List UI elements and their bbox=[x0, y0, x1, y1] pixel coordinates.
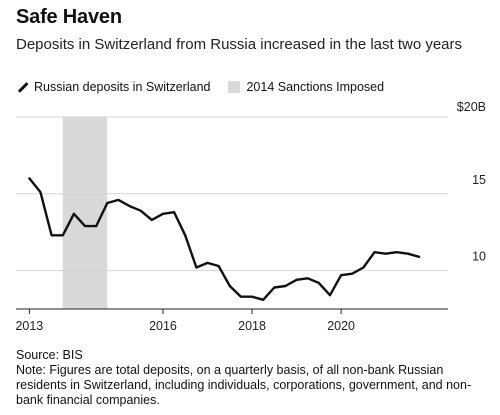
y-tick-label: $20B bbox=[457, 100, 486, 114]
chart-footer: Source: BIS Note: Figures are total depo… bbox=[16, 348, 486, 408]
chart-subtitle: Deposits in Switzerland from Russia incr… bbox=[16, 36, 463, 53]
source-note: Source: BIS bbox=[16, 348, 83, 362]
footnote: Note: Figures are total deposits, on a q… bbox=[16, 363, 472, 407]
y-tick-label: 15 bbox=[472, 173, 486, 187]
x-tick-label: 2018 bbox=[238, 319, 266, 333]
chart-title: Safe Haven bbox=[16, 6, 122, 28]
legend-band-swatch bbox=[228, 81, 241, 93]
x-tick-label: 2020 bbox=[327, 319, 355, 333]
legend-line-label: Russian deposits in Switzerland bbox=[34, 80, 211, 94]
legend-item-line: Russian deposits in Switzerland bbox=[16, 80, 210, 94]
y-tick-label: 10 bbox=[472, 250, 486, 264]
x-tick-label: 2016 bbox=[149, 319, 177, 333]
legend-band-label: 2014 Sanctions Imposed bbox=[246, 80, 385, 94]
chart-legend: Russian deposits in Switzerland 2014 San… bbox=[16, 80, 402, 94]
sanctions-band bbox=[62, 117, 108, 309]
legend-item-band: 2014 Sanctions Imposed bbox=[228, 80, 384, 94]
x-tick-label: 2013 bbox=[15, 319, 43, 333]
series-line bbox=[28, 177, 421, 301]
line-chart: $20B 15 10 2013 2016 2018 2020 bbox=[15, 100, 486, 333]
